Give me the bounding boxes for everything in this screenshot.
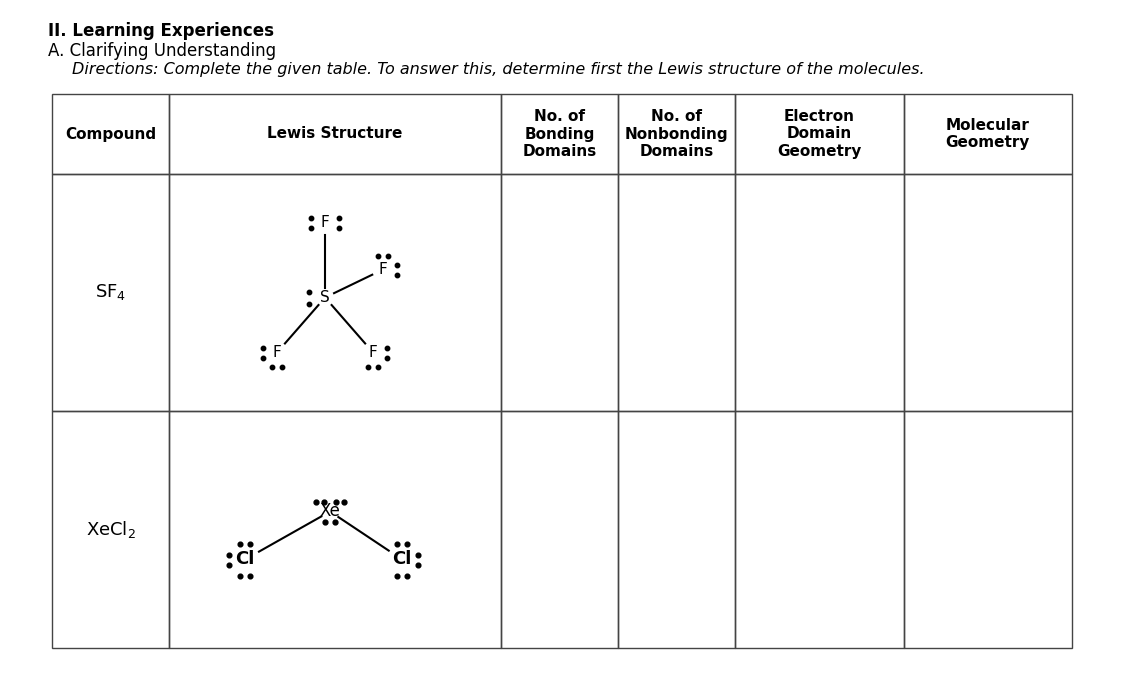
Text: Lewis Structure: Lewis Structure bbox=[268, 127, 403, 142]
Text: Compound: Compound bbox=[65, 127, 156, 142]
Bar bbox=[618, 411, 736, 648]
Bar bbox=[736, 174, 903, 411]
Bar bbox=[52, 94, 169, 174]
Bar bbox=[52, 174, 169, 411]
Text: No. of
Nonbonding
Domains: No. of Nonbonding Domains bbox=[626, 109, 729, 159]
Bar bbox=[903, 174, 1072, 411]
Text: F: F bbox=[321, 215, 330, 230]
Bar bbox=[52, 411, 169, 648]
Bar bbox=[903, 411, 1072, 648]
Text: Molecular
Geometry: Molecular Geometry bbox=[946, 118, 1030, 150]
Bar bbox=[618, 94, 736, 174]
Text: F: F bbox=[369, 345, 377, 360]
Text: F: F bbox=[272, 345, 281, 360]
Bar bbox=[169, 411, 501, 648]
Bar bbox=[501, 174, 618, 411]
Text: Electron
Domain
Geometry: Electron Domain Geometry bbox=[777, 109, 862, 159]
Bar bbox=[736, 94, 903, 174]
Text: Directions: Complete the given table. To answer this, determine first the Lewis : Directions: Complete the given table. To… bbox=[72, 62, 925, 77]
Text: Cl: Cl bbox=[393, 551, 412, 568]
Bar bbox=[501, 411, 618, 648]
Bar bbox=[903, 94, 1072, 174]
Bar bbox=[169, 94, 501, 174]
Bar bbox=[169, 174, 501, 411]
Bar bbox=[618, 174, 736, 411]
Text: S: S bbox=[321, 290, 330, 305]
Text: SF$_4$: SF$_4$ bbox=[94, 282, 126, 302]
Text: II. Learning Experiences: II. Learning Experiences bbox=[48, 22, 274, 40]
Text: A. Clarifying Understanding: A. Clarifying Understanding bbox=[48, 42, 276, 60]
Text: Cl: Cl bbox=[235, 551, 254, 568]
Text: No. of
Bonding
Domains: No. of Bonding Domains bbox=[522, 109, 596, 159]
Text: XeCl$_2$: XeCl$_2$ bbox=[86, 519, 136, 540]
Text: F: F bbox=[379, 262, 387, 277]
Bar bbox=[501, 94, 618, 174]
Bar bbox=[736, 411, 903, 648]
Text: Xe: Xe bbox=[319, 503, 341, 521]
